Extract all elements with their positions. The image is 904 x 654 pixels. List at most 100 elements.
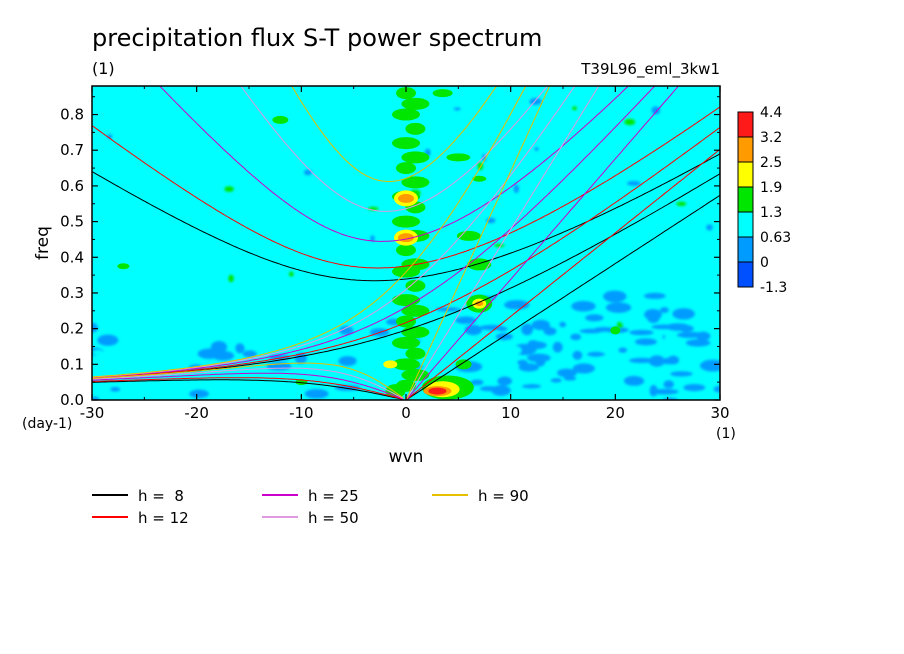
texture-blob xyxy=(552,341,563,353)
rossby-curve-h90 xyxy=(92,362,404,399)
texture-blob xyxy=(242,350,257,358)
texture-blob xyxy=(624,118,636,126)
y-tick-label: 0.0 xyxy=(60,391,84,409)
rossby-curve-h12 xyxy=(92,377,404,400)
spectral-peak xyxy=(405,347,426,360)
x-tick-label: 20 xyxy=(606,404,625,422)
x-tick-label: 30 xyxy=(710,404,729,422)
texture-blob xyxy=(685,339,711,347)
spectral-peak xyxy=(401,151,430,164)
rossby-curve-h8 xyxy=(92,379,404,400)
texture-blob xyxy=(629,329,654,336)
texture-blob xyxy=(663,380,674,389)
texture-blob xyxy=(572,350,583,360)
texture-blob xyxy=(623,375,645,386)
texture-blob xyxy=(288,271,294,277)
spectral-peak xyxy=(392,336,420,349)
spectral-peak xyxy=(117,263,130,270)
gravity-curve-h90 xyxy=(291,86,498,182)
texture-blob xyxy=(494,243,505,248)
texture-blob xyxy=(528,340,539,345)
texture-blob xyxy=(594,326,614,332)
texture-blob xyxy=(497,326,508,332)
spectral-peak xyxy=(467,258,492,271)
texture-blob xyxy=(702,363,715,368)
colorbar-swatch xyxy=(737,261,754,288)
mrg-curve-h25 xyxy=(92,86,656,378)
texture-blob xyxy=(513,184,520,194)
texture-blob xyxy=(587,351,606,357)
spectral-peak xyxy=(446,153,471,162)
legend-label-h25: h = 25 xyxy=(308,487,359,505)
texture-blob xyxy=(572,363,595,374)
texture-blob xyxy=(559,321,567,328)
texture-blob xyxy=(643,292,666,300)
mrg-curve-h12 xyxy=(92,126,720,379)
texture-blob xyxy=(517,359,528,366)
spectral-peak xyxy=(432,89,453,98)
legend-label-h12: h = 12 xyxy=(138,509,189,527)
texture-blob xyxy=(676,201,687,206)
y-tick-label: 0.5 xyxy=(60,213,84,231)
texture-blob xyxy=(635,338,658,346)
legend-label-h50: h = 50 xyxy=(308,509,359,527)
y-tick-label: 0.2 xyxy=(60,320,84,338)
x-unit-label: (1) xyxy=(716,426,736,442)
spectral-peak xyxy=(392,358,420,371)
texture-blob xyxy=(526,353,551,363)
spectral-peak xyxy=(405,279,426,292)
texture-blob xyxy=(572,106,577,111)
texture-blob xyxy=(672,308,695,320)
x-tick-label: -10 xyxy=(289,404,314,422)
spectral-peak xyxy=(392,108,420,121)
spectral-peak xyxy=(405,122,426,135)
kelvin-curve-h50 xyxy=(405,86,600,400)
spectral-peak xyxy=(610,326,621,335)
texture-blob xyxy=(605,302,632,313)
y-tick-label: 0.4 xyxy=(60,248,84,266)
x-tick-label: -30 xyxy=(80,404,105,422)
rossby-curve-h25 xyxy=(92,372,404,400)
colorbar-label: 0.63 xyxy=(760,230,791,246)
texture-blob xyxy=(629,357,655,364)
y-axis-label: freq xyxy=(33,226,53,260)
texture-blob xyxy=(97,334,119,346)
spectral-peak xyxy=(455,359,472,370)
texture-blob xyxy=(570,333,582,341)
mrg-curve-h50 xyxy=(92,86,576,378)
spectral-peak xyxy=(472,175,487,182)
texture-blob xyxy=(529,97,542,106)
texture-blob xyxy=(518,363,539,372)
texture-blob xyxy=(622,318,644,326)
gravity-curve-h50 xyxy=(240,86,548,212)
spectral-peak xyxy=(392,215,420,228)
legend-label-h8: h = 8 xyxy=(138,487,184,505)
texture-blob xyxy=(531,319,551,331)
spectral-peak xyxy=(401,176,430,189)
texture-blob xyxy=(517,377,530,385)
texture-blob xyxy=(189,389,209,399)
spectral-peak xyxy=(401,369,430,382)
texture-blob xyxy=(664,333,681,345)
spectral-peak xyxy=(396,162,416,175)
texture-blob xyxy=(197,348,222,360)
y-axis: 0.0 0.1 0.2 0.3 0.4 0.5 0.6 0.7 0.8 xyxy=(60,96,720,409)
texture-blob xyxy=(453,107,461,111)
spectral-peak xyxy=(392,294,420,307)
texture-blob xyxy=(603,290,627,303)
x-axis-label: wvn xyxy=(389,447,424,467)
texture-blob xyxy=(693,352,707,359)
x-axis: -30 -20 -10 0 10 20 30 xyxy=(80,86,730,422)
colorbar-label: 1.9 xyxy=(760,180,782,196)
texture-blob xyxy=(670,371,693,377)
texture-blob xyxy=(497,376,513,386)
texture-blob xyxy=(521,384,542,389)
colorbar-swatch xyxy=(737,136,754,163)
texture-blob xyxy=(648,355,665,367)
colorbar-swatch xyxy=(737,211,754,238)
y-tick-label: 0.7 xyxy=(60,141,84,159)
texture-blob xyxy=(235,343,245,354)
plot-area xyxy=(92,86,720,400)
colorbar-swatch xyxy=(737,236,754,263)
texture-blob xyxy=(585,314,604,322)
